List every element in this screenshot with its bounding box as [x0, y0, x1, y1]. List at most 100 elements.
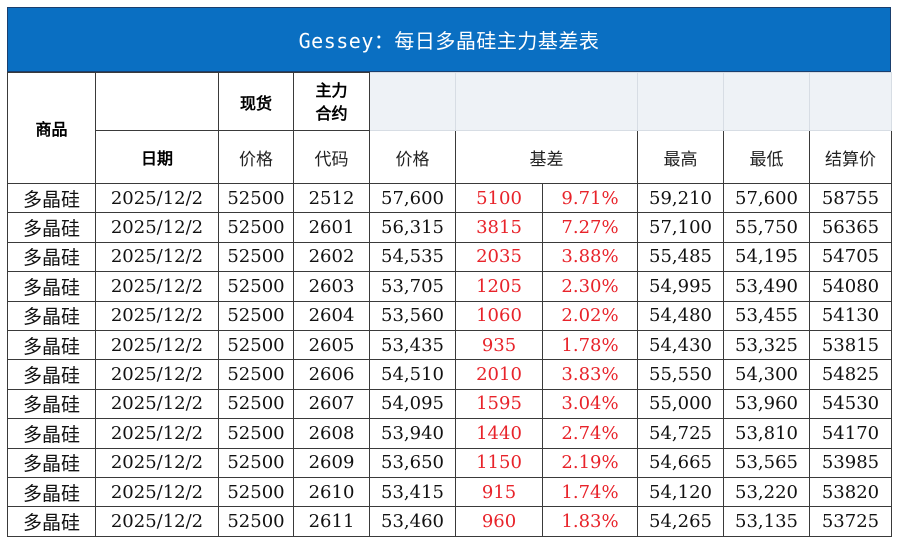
- header-blank-1: [369, 72, 456, 131]
- table-row: 多晶硅 2025/12/2 52500 2601 56,315 3815 7.2…: [7, 212, 892, 243]
- basis-table: 商品 现货 主力合约 日期 价格 代码 价格 基差 最高 最低 结算价 多晶硅 …: [7, 72, 892, 537]
- cell-futures-price: 53,435: [369, 329, 456, 361]
- header-settlement: 结算价: [809, 130, 892, 184]
- table-row: 多晶硅 2025/12/2 52500 2606 54,510 2010 3.8…: [7, 359, 892, 390]
- header-main-contract: 主力合约: [293, 72, 370, 131]
- cell-contract-code: 2512: [293, 182, 370, 214]
- cell-high: 54,665: [637, 447, 724, 478]
- cell-date: 2025/12/2: [95, 271, 219, 302]
- cell-basis: 1150: [455, 447, 543, 478]
- cell-settlement: 54825: [809, 359, 892, 390]
- cell-product: 多晶硅: [7, 182, 96, 214]
- header-futures-price: 价格: [369, 130, 456, 184]
- cell-high: 59,210: [637, 182, 724, 214]
- cell-basis: 2035: [455, 241, 543, 273]
- cell-spot-price: 52500: [218, 359, 294, 390]
- cell-high: 55,485: [637, 241, 724, 273]
- cell-futures-price: 57,600: [369, 182, 456, 214]
- cell-date: 2025/12/2: [95, 182, 219, 214]
- cell-low: 53,565: [723, 447, 810, 478]
- cell-low: 54,300: [723, 359, 810, 390]
- cell-date: 2025/12/2: [95, 418, 219, 449]
- cell-date: 2025/12/2: [95, 447, 219, 478]
- cell-date: 2025/12/2: [95, 506, 219, 537]
- cell-basis-pct: 3.88%: [542, 241, 638, 273]
- cell-futures-price: 54,095: [369, 388, 456, 420]
- cell-date: 2025/12/2: [95, 359, 219, 390]
- header-blank-date-top: [95, 72, 219, 131]
- header-product: 商品: [7, 72, 96, 184]
- table-row: 多晶硅 2025/12/2 52500 2607 54,095 1595 3.0…: [7, 388, 892, 420]
- cell-low: 53,490: [723, 271, 810, 302]
- cell-basis-pct: 1.78%: [542, 329, 638, 361]
- cell-date: 2025/12/2: [95, 329, 219, 361]
- cell-spot-price: 52500: [218, 212, 294, 243]
- cell-basis: 915: [455, 476, 543, 508]
- cell-spot-price: 52500: [218, 388, 294, 420]
- cell-settlement: 54705: [809, 241, 892, 273]
- cell-spot-price: 52500: [218, 447, 294, 478]
- cell-spot-price: 52500: [218, 300, 294, 331]
- cell-low: 53,325: [723, 329, 810, 361]
- cell-settlement: 56365: [809, 212, 892, 243]
- cell-settlement: 54530: [809, 388, 892, 420]
- cell-basis-pct: 2.02%: [542, 300, 638, 331]
- table-row: 多晶硅 2025/12/2 52500 2608 53,940 1440 2.7…: [7, 418, 892, 449]
- cell-product: 多晶硅: [7, 359, 96, 390]
- cell-contract-code: 2603: [293, 271, 370, 302]
- cell-spot-price: 52500: [218, 506, 294, 537]
- cell-product: 多晶硅: [7, 329, 96, 361]
- cell-basis-pct: 7.27%: [542, 212, 638, 243]
- cell-low: 54,195: [723, 241, 810, 273]
- cell-contract-code: 2610: [293, 476, 370, 508]
- cell-futures-price: 53,415: [369, 476, 456, 508]
- cell-settlement: 54080: [809, 271, 892, 302]
- cell-contract-code: 2609: [293, 447, 370, 478]
- cell-low: 53,960: [723, 388, 810, 420]
- cell-futures-price: 53,650: [369, 447, 456, 478]
- table-row: 多晶硅 2025/12/2 52500 2602 54,535 2035 3.8…: [7, 241, 892, 273]
- cell-spot-price: 52500: [218, 476, 294, 508]
- cell-date: 2025/12/2: [95, 388, 219, 420]
- table-row: 多晶硅 2025/12/2 52500 2609 53,650 1150 2.1…: [7, 447, 892, 478]
- cell-futures-price: 54,510: [369, 359, 456, 390]
- cell-low: 55,750: [723, 212, 810, 243]
- cell-high: 55,550: [637, 359, 724, 390]
- cell-high: 57,100: [637, 212, 724, 243]
- cell-high: 54,480: [637, 300, 724, 331]
- cell-basis: 1060: [455, 300, 543, 331]
- cell-basis-pct: 2.19%: [542, 447, 638, 478]
- cell-settlement: 53985: [809, 447, 892, 478]
- header-basis: 基差: [455, 130, 638, 184]
- cell-product: 多晶硅: [7, 212, 96, 243]
- table-row: 多晶硅 2025/12/2 52500 2604 53,560 1060 2.0…: [7, 300, 892, 331]
- cell-settlement: 54130: [809, 300, 892, 331]
- header-blank-5: [809, 72, 892, 131]
- cell-settlement: 53725: [809, 506, 892, 537]
- cell-contract-code: 2601: [293, 212, 370, 243]
- cell-spot-price: 52500: [218, 241, 294, 273]
- cell-date: 2025/12/2: [95, 212, 219, 243]
- table-row: 多晶硅 2025/12/2 52500 2605 53,435 935 1.78…: [7, 329, 892, 361]
- cell-settlement: 58755: [809, 182, 892, 214]
- cell-futures-price: 56,315: [369, 212, 456, 243]
- cell-futures-price: 53,560: [369, 300, 456, 331]
- cell-basis: 3815: [455, 212, 543, 243]
- cell-product: 多晶硅: [7, 271, 96, 302]
- cell-contract-code: 2602: [293, 241, 370, 273]
- cell-low: 53,455: [723, 300, 810, 331]
- table-row: 多晶硅 2025/12/2 52500 2603 53,705 1205 2.3…: [7, 271, 892, 302]
- cell-basis: 5100: [455, 182, 543, 214]
- header-high: 最高: [637, 130, 724, 184]
- cell-basis: 1205: [455, 271, 543, 302]
- header-code: 代码: [293, 130, 370, 184]
- cell-settlement: 53820: [809, 476, 892, 508]
- cell-low: 53,810: [723, 418, 810, 449]
- cell-spot-price: 52500: [218, 182, 294, 214]
- cell-high: 54,995: [637, 271, 724, 302]
- cell-contract-code: 2611: [293, 506, 370, 537]
- cell-contract-code: 2608: [293, 418, 370, 449]
- table-title: Gessey：每日多晶硅主力基差表: [7, 7, 891, 72]
- cell-product: 多晶硅: [7, 418, 96, 449]
- cell-basis-pct: 2.30%: [542, 271, 638, 302]
